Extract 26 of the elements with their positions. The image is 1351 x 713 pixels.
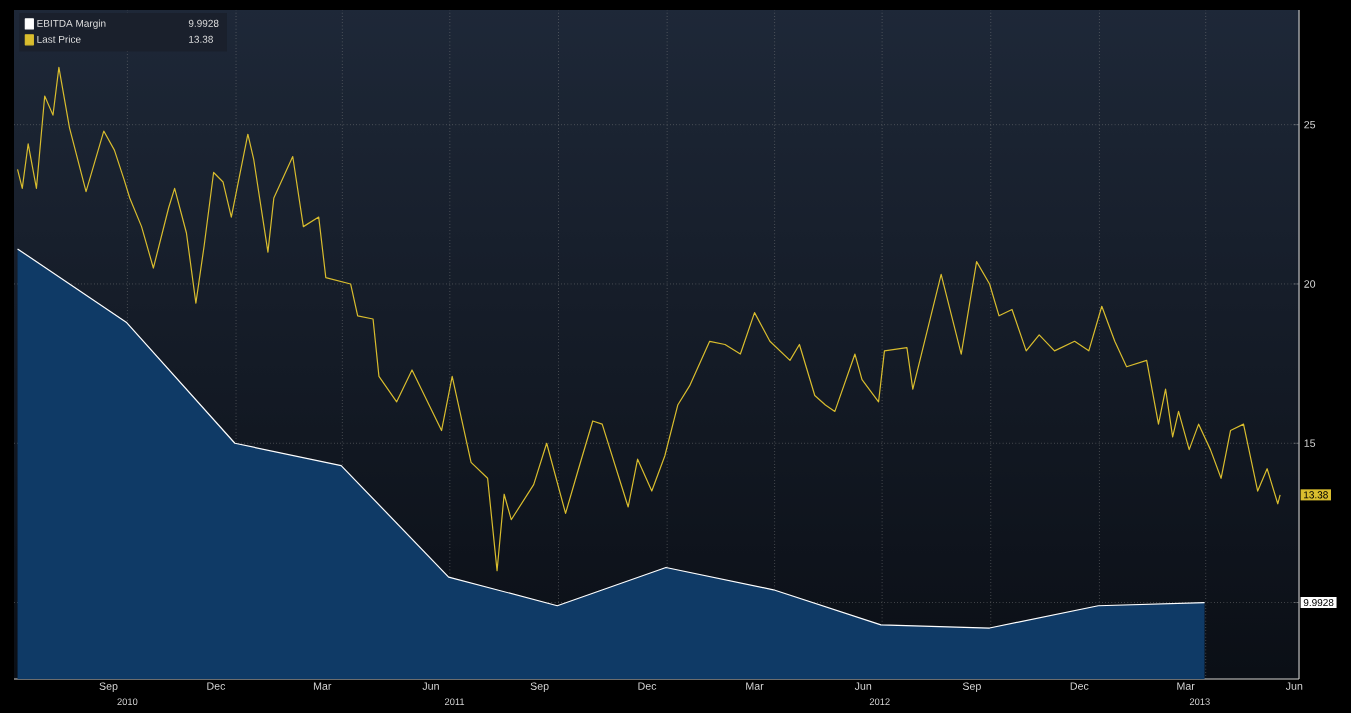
x-tick-label: Jun [854,682,872,690]
x-tick-label: Sep [530,682,549,693]
annotation: 13.38 [189,35,213,43]
legend-label: EBITDA Margin [37,19,106,29]
line-series [16,66,1281,572]
annotation: 9.9928 [188,19,219,27]
x-tick-label: Sep [962,682,981,693]
x-tick-label: Dec [207,682,226,690]
x-tick-label: Dec [638,682,657,690]
text: 9.9928 [1303,599,1334,607]
x-tick-label: Dec [1070,682,1089,690]
x-tick-label: Mar [1177,682,1195,690]
x-tick-label: Sep [99,682,118,693]
x2-tick-label: 2010 [117,698,138,705]
x2-tick-label: 2012 [869,698,890,705]
x-tick-label: Mar [746,682,764,690]
x2-tick-label: 2011 [444,698,465,705]
x-tick-label: Mar [313,682,332,690]
text: 13.38 [1304,491,1328,499]
x2-tick-label: 2013 [1189,698,1210,705]
legend-label: Last Price [37,35,81,43]
x-tick-label: Jun [422,682,439,690]
y-tick-label: 20 [1304,280,1316,288]
y-tick-label: 15 [1304,439,1316,447]
x-tick-label: Jun [1285,682,1303,690]
y-tick-label: 25 [1304,120,1316,129]
